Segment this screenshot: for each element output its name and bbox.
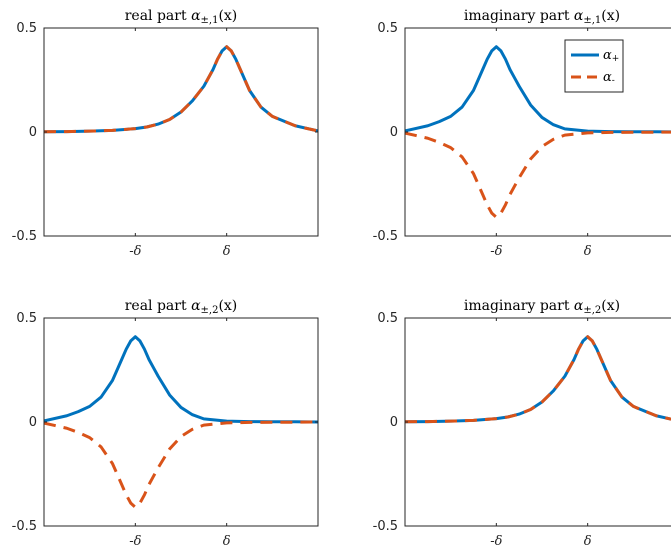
chart-title-symbol: α <box>191 8 201 24</box>
y-tick-label: -0.5 <box>373 229 398 244</box>
series-line-alpha-plus <box>44 335 318 424</box>
series-line-alpha-plus <box>405 45 671 134</box>
chart-title-main: real part <box>125 298 191 314</box>
y-tick-label: 0 <box>390 125 398 140</box>
chart-title: imaginary part α±,2(x) <box>464 298 620 316</box>
chart-title: real part α±,2(x) <box>125 298 238 316</box>
chart-title: imaginary part α±,1(x) <box>464 8 620 26</box>
series-group <box>44 45 318 134</box>
y-tick-label: 0 <box>29 415 37 430</box>
series-line-alpha-plus <box>405 335 671 424</box>
chart-title-subscript: ±,2 <box>583 305 601 316</box>
series-line-alpha-minus <box>44 420 318 509</box>
y-tick-label: -0.5 <box>12 229 37 244</box>
x-tick-label: δ <box>584 534 592 549</box>
chart-title-main: real part <box>125 8 191 24</box>
x-tick-label: δ <box>584 244 592 259</box>
chart-title-argument: (x) <box>601 298 620 314</box>
y-tick-label: 0.5 <box>377 311 398 326</box>
chart-panel-1: real part α±,1(x) 0.5 0 -0.5 -δ δ <box>12 8 319 259</box>
legend-label-alpha-plus: α+ <box>603 48 619 64</box>
chart-panel-3: real part α±,2(x) 0.5 0 -0.5 -δ δ <box>12 298 319 549</box>
legend-label-alpha-minus: α- <box>603 70 615 86</box>
chart-title-symbol: α <box>191 298 201 314</box>
y-tick-label: 0.5 <box>16 21 37 36</box>
series-line-alpha-minus <box>405 130 671 219</box>
x-tick-label: -δ <box>129 244 141 259</box>
series-group <box>44 335 318 509</box>
chart-title-argument: (x) <box>601 8 620 24</box>
series-line-alpha-minus <box>44 45 318 134</box>
chart-panel-2: imaginary part α±,1(x) 0.5 0 -0.5 -δ δ α+ α- <box>373 8 671 259</box>
chart-title-symbol: α <box>574 8 584 24</box>
y-tick-label: 0 <box>29 125 37 140</box>
series-line-alpha-minus <box>405 335 671 424</box>
y-tick-label: -0.5 <box>12 519 37 534</box>
chart-title-argument: (x) <box>218 8 237 24</box>
y-tick-label: -0.5 <box>373 519 398 534</box>
x-tick-label: -δ <box>490 244 502 259</box>
series-group <box>405 45 671 219</box>
chart-title-argument: (x) <box>218 298 237 314</box>
chart-title-subscript: ±,2 <box>201 305 219 316</box>
series-group <box>405 335 671 424</box>
y-tick-label: 0 <box>390 415 398 430</box>
x-tick-label: -δ <box>129 534 141 549</box>
chart-title-subscript: ±,1 <box>201 15 219 26</box>
legend: α+ α- <box>564 39 624 93</box>
legend-box <box>564 39 624 93</box>
x-tick-label: δ <box>223 244 231 259</box>
chart-title-symbol: α <box>574 298 584 314</box>
chart-title: real part α±,1(x) <box>125 8 238 26</box>
chart-title-main: imaginary part <box>464 8 574 24</box>
y-tick-label: 0.5 <box>16 311 37 326</box>
chart-title-main: imaginary part <box>464 298 574 314</box>
chart-panel-4: imaginary part α±,2(x) 0.5 0 -0.5 -δ δ <box>373 298 671 549</box>
x-tick-label: δ <box>223 534 231 549</box>
chart-title-subscript: ±,1 <box>583 15 601 26</box>
x-tick-label: -δ <box>490 534 502 549</box>
y-tick-label: 0.5 <box>377 21 398 36</box>
